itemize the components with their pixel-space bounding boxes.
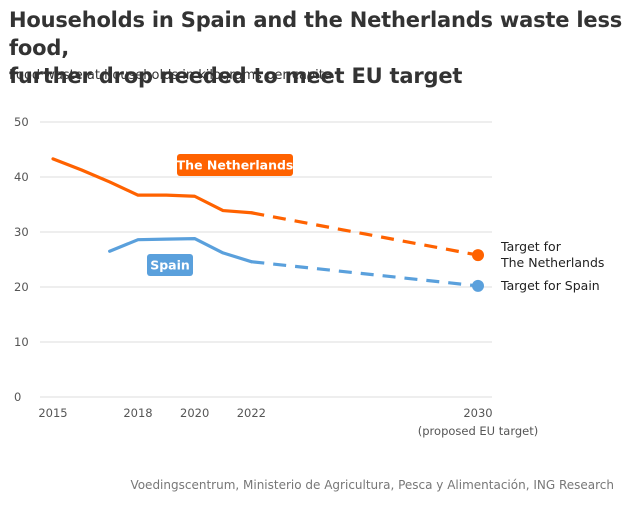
title-line-2: further drop needed to meet EU target — [9, 64, 463, 88]
target-label-netherlands-1: The Netherlands — [500, 255, 604, 270]
y-tick-label-10: 10 — [14, 335, 29, 349]
series-projection-spain — [251, 260, 479, 288]
x-tick-label-2030: 2030 — [463, 406, 492, 420]
x-tick-label-2018: 2018 — [123, 406, 152, 420]
series-label-box-netherlands — [177, 154, 293, 176]
title-line-1: Households in Spain and the Netherlands … — [9, 8, 623, 60]
target-label-netherlands-0: Target for — [500, 239, 562, 254]
x-tick-label-2020: 2020 — [180, 406, 209, 420]
target-point-spain — [472, 279, 484, 292]
series-label-spain: Spain — [150, 258, 190, 273]
target-label-spain-0: Target for Spain — [500, 278, 600, 293]
y-tick-label-50: 50 — [14, 115, 29, 129]
target-point-netherlands — [472, 249, 484, 262]
y-tick-label-40: 40 — [14, 170, 29, 184]
chart-title: Households in Spain and the Netherlands … — [9, 6, 624, 90]
series-line-spain — [108, 237, 253, 264]
series-projection-netherlands — [251, 211, 479, 257]
series-label-box-spain — [147, 254, 193, 276]
chart-subtitle: Food waste at households in kilograms pe… — [9, 68, 332, 83]
source-note: Voedingscentrum, Ministerio de Agricultu… — [130, 478, 614, 492]
x-tick-label-2022: 2022 — [237, 406, 266, 420]
series-line-netherlands — [51, 157, 253, 215]
y-tick-label-0: 0 — [14, 390, 21, 404]
y-tick-label-30: 30 — [14, 225, 29, 239]
series-label-netherlands: The Netherlands — [177, 158, 294, 173]
x-tick-label-2015: 2015 — [38, 406, 67, 420]
y-tick-label-20: 20 — [14, 280, 29, 294]
x-tick-sublabel-2030: (proposed EU target) — [418, 424, 538, 438]
